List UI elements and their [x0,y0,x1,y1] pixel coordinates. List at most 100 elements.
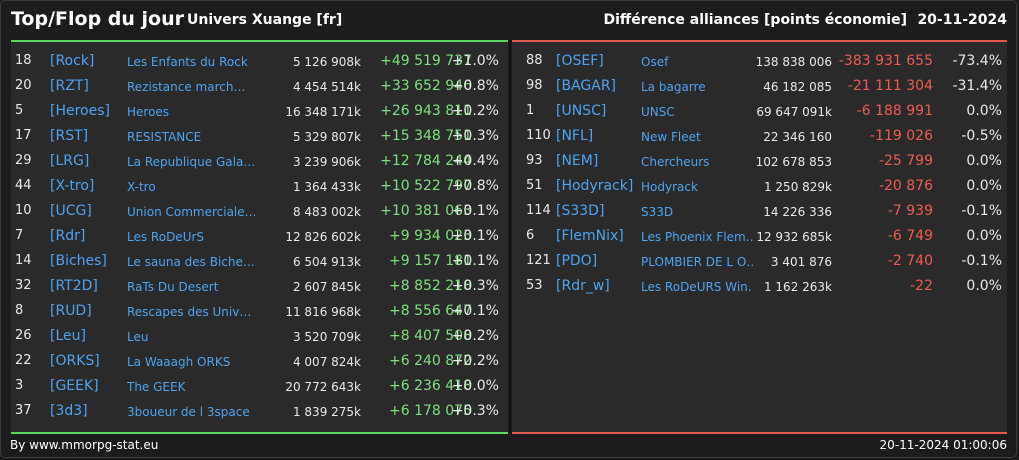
percent-change: +0.4% [451,153,499,169]
alliance-tag-link[interactable]: [ORKS] [50,353,100,369]
alliance-name-link[interactable]: Les Enfants du Rock [127,55,248,69]
alliance-name-link[interactable]: Les RoDeUrS [127,230,205,244]
alliance-points: 1 162 263k [763,280,832,294]
flop-row: 53 [Rdr_w] Les RoDeURS Win… 1 162 263k -22 0.… [512,275,1007,300]
alliance-tag-link[interactable]: [UCG] [50,203,92,219]
alliance-name-link[interactable]: Le sauna des Biche… [127,255,255,269]
alliance-tag-link[interactable]: [Biches] [50,253,107,269]
alliance-tag-link[interactable]: [RT2D] [50,278,98,294]
alliance-tag-link[interactable]: [Leu] [50,328,86,344]
alliance-points: 1 839 275k [292,405,361,419]
points-diff: +26 943 811 [380,103,472,119]
alliance-name-link[interactable]: La Republique Gala… [127,155,255,169]
alliance-name-link[interactable]: Les RoDeURS Win… [641,280,753,294]
alliance-name-link[interactable]: Chercheurs [641,155,710,169]
alliance-name-link[interactable]: Union Commerciale… [127,205,255,219]
top-row: 37 [3d3] 3boueur de l 3space 1 839 275k +6 1… [11,400,508,425]
alliance-tag-link[interactable]: [BAGAR] [556,78,617,94]
alliance-rank: 26 [15,328,32,343]
flop-row: 93 [NEM] Chercheurs 102 678 853 -25 799 0.0% [512,150,1007,175]
alliance-tag-link[interactable]: [RST] [50,128,89,144]
footer-credit: By www.mmorpg-stat.eu [10,438,159,452]
alliance-name-link[interactable]: PLOMBIER DE L O… [641,255,753,269]
alliance-name-link[interactable]: Heroes [127,105,170,119]
top-row: 5 [Heroes] Heroes 16 348 171k +26 943 811 +0.… [11,100,508,125]
alliance-name-link[interactable]: The GEEK [127,380,186,394]
alliance-name-link[interactable]: UNSC [641,105,675,119]
points-diff: +15 348 751 [380,128,472,144]
header-date: 20-11-2024 [917,12,1007,28]
flop-panel: 88 [OSEF] Osef 138 838 006 -383 931 655 -73.4… [512,40,1007,434]
alliance-tag-link[interactable]: [Rdr_w] [556,278,610,294]
alliance-rank: 114 [526,203,551,218]
alliance-rank: 14 [15,253,32,268]
percent-change: -31.4% [952,78,1002,94]
top-row: 32 [RT2D] RaTs Du Desert 2 607 845k +8 852 2… [11,275,508,300]
points-diff: -7 939 [887,203,933,219]
alliance-points: 5 126 908k [292,55,361,69]
points-diff: +10 381 063 [380,203,472,219]
alliance-tag-link[interactable]: [RUD] [50,303,92,319]
alliance-tag-link[interactable]: [GEEK] [50,378,99,394]
alliance-tag-link[interactable]: [PDO] [556,253,598,269]
alliance-tag-link[interactable]: [FlemNix] [556,228,624,244]
percent-change: -0.1% [961,253,1002,269]
alliance-rank: 17 [15,128,32,143]
alliance-name-link[interactable]: 3boueur de l 3space [127,405,250,419]
points-diff: -2 740 [887,253,933,269]
alliance-name-link[interactable]: Osef [641,55,669,69]
alliance-points: 3 239 906k [292,155,361,169]
alliance-name-link[interactable]: RESISTANCE [127,130,202,144]
alliance-name-link[interactable]: Rescapes des Univ… [127,305,252,319]
alliance-tag-link[interactable]: [LRG] [50,153,90,169]
alliance-name-link[interactable]: La Waaagh ORKS [127,355,231,369]
points-diff: +10 522 797 [380,178,472,194]
alliance-tag-link[interactable]: [Heroes] [50,103,110,119]
alliance-tag-link[interactable]: [OSEF] [556,53,604,69]
alliance-rank: 88 [526,53,543,68]
alliance-rank: 3 [15,378,24,393]
alliance-name-link[interactable]: La bagarre [641,80,706,94]
top-row: 3 [GEEK] The GEEK 20 772 643k +6 236 418 +0.0… [11,375,508,400]
top-row: 44 [X-tro] X-tro 1 364 433k +10 522 797 +0.8% [11,175,508,200]
alliance-name-link[interactable]: Rezistance march… [127,80,246,94]
alliance-points: 2 607 845k [292,280,361,294]
points-diff: +6 240 872 [389,353,472,369]
alliance-tag-link[interactable]: [X-tro] [50,178,95,194]
alliance-points: 6 504 913k [292,255,361,269]
alliance-name-link[interactable]: Leu [127,330,149,344]
alliance-name-link[interactable]: X-tro [127,180,156,194]
alliance-name-link[interactable]: RaTs Du Desert [127,280,219,294]
alliance-name-link[interactable]: S33D [641,205,674,219]
alliance-rank: 7 [15,228,24,243]
alliance-points: 138 838 006 [755,55,832,69]
alliance-name-link[interactable]: New Fleet [641,130,701,144]
alliance-points: 12 826 602k [285,230,361,244]
alliance-tag-link[interactable]: [S33D] [556,203,605,219]
top-row: 8 [RUD] Rescapes des Univ… 11 816 968k +8 55… [11,300,508,325]
alliance-name-link[interactable]: Hodyrack [641,180,698,194]
footer-timestamp: 20-11-2024 01:00:06 [879,438,1007,452]
alliance-rank: 37 [15,403,32,418]
points-diff: -383 931 655 [838,53,933,69]
alliance-points: 69 647 091k [756,105,832,119]
alliance-rank: 10 [15,203,32,218]
alliance-tag-link[interactable]: [3d3] [50,403,88,419]
alliance-tag-link[interactable]: [NFL] [556,128,594,144]
alliance-points: 16 348 171k [285,105,361,119]
flop-row: 6 [FlemNix] Les Phoenix Flem… 12 932 685k -6… [512,225,1007,250]
top-row: 14 [Biches] Le sauna des Biche… 6 504 913k +… [11,250,508,275]
alliance-tag-link[interactable]: [NEM] [556,153,599,169]
alliance-tag-link[interactable]: [Rdr] [50,228,86,244]
alliance-name-link[interactable]: Les Phoenix Flem… [641,230,753,244]
universe-label: Univers Xuange [fr] [187,12,343,28]
points-diff: -6 188 991 [856,103,933,119]
panel-divider [509,40,511,434]
alliance-tag-link[interactable]: [Rock] [50,53,95,69]
alliance-tag-link[interactable]: [UNSC] [556,103,607,119]
alliance-tag-link[interactable]: [RZT] [50,78,89,94]
points-diff: +8 852 218 [389,278,472,294]
top-row: 29 [LRG] La Republique Gala… 3 239 906k +12 … [11,150,508,175]
alliance-rank: 22 [15,353,32,368]
alliance-tag-link[interactable]: [Hodyrack] [556,178,634,194]
